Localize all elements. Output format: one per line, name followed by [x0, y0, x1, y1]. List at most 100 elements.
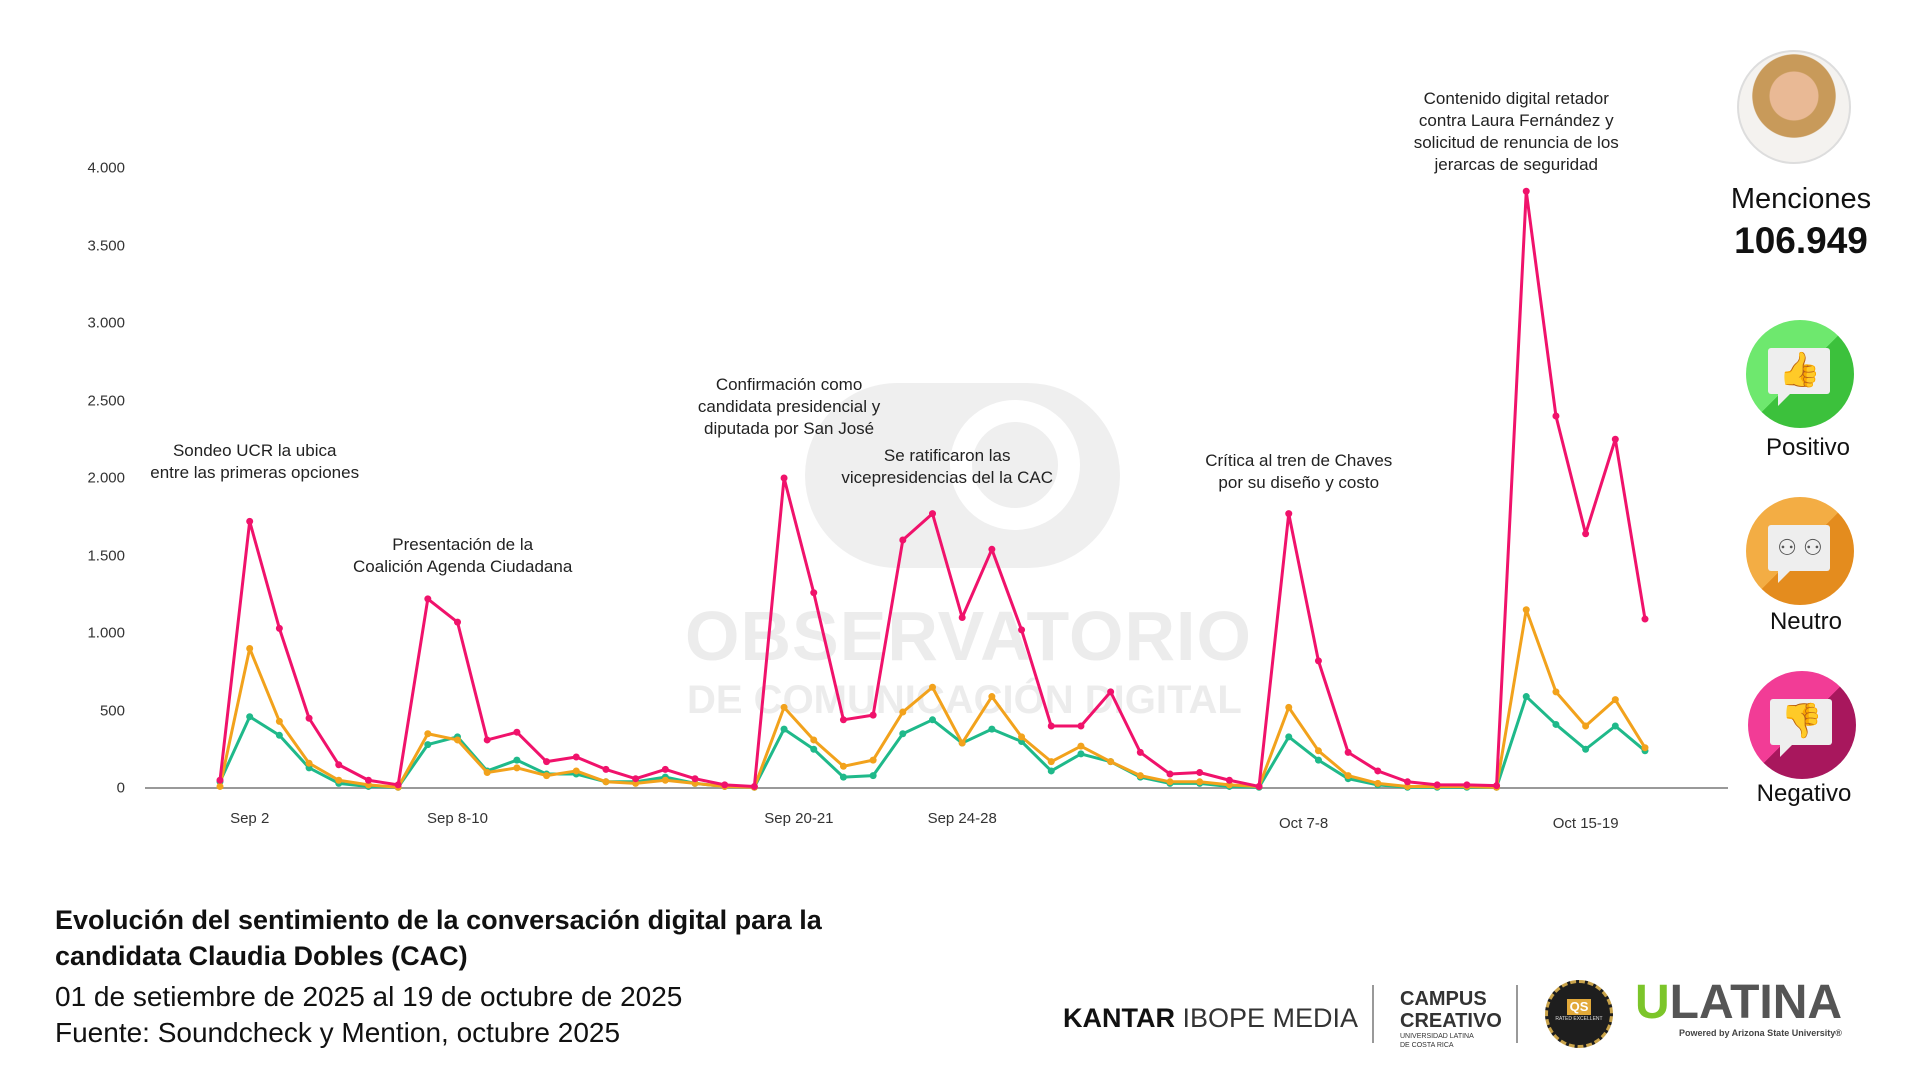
data-point-negativo	[958, 614, 966, 621]
data-point-positivo	[424, 741, 432, 749]
data-point-negativo	[305, 714, 313, 722]
data-point-positivo	[839, 773, 847, 781]
event-annotation: Confirmación como candidata presidencial …	[698, 374, 880, 440]
annotation-line: entre las primeras opciones	[150, 463, 360, 482]
data-point-negativo	[839, 716, 847, 724]
data-point-neutro	[1018, 733, 1026, 741]
data-point-neutro	[1552, 688, 1560, 696]
data-point-negativo	[454, 618, 461, 626]
data-point-neutro	[1582, 722, 1590, 730]
data-point-positivo	[988, 725, 996, 733]
y-tick-label: 1.000	[87, 624, 125, 642]
event-annotation: Sondeo UCR la ubica entre las primeras op…	[150, 440, 359, 484]
watermark-subtitle: DE COMUNICACIÓN DIGITAL	[687, 678, 1242, 722]
legend-neutral: Neutro	[1769, 608, 1843, 635]
y-tick-label: 3.000	[87, 314, 125, 332]
data-point-neutro	[1047, 758, 1055, 766]
series-line-positivo	[218, 695, 1646, 789]
data-point-negativo	[1344, 748, 1352, 756]
data-point-positivo	[1522, 693, 1530, 701]
campus-sub1: UNIVERSIDAD LATINA	[1400, 1033, 1474, 1040]
data-point-negativo	[246, 517, 254, 525]
mentions-label: Menciones	[1730, 183, 1872, 215]
data-point-neutro	[424, 730, 432, 738]
data-point-negativo	[1047, 722, 1055, 730]
data-point-neutro	[454, 736, 461, 744]
data-point-negativo	[1018, 626, 1026, 634]
data-point-negativo	[661, 765, 669, 773]
data-point-neutro	[929, 683, 936, 691]
data-point-negativo	[1255, 782, 1263, 790]
annotation-line: jerarcas de seguridad	[1434, 155, 1598, 174]
data-point-negativo	[543, 758, 551, 766]
data-point-negativo	[1641, 615, 1649, 623]
data-point-neutro	[305, 759, 313, 767]
watermark-title: OBSERVATORIO	[685, 597, 1252, 675]
campus-creativo-logo: CAMPUS CREATIVO UNIVERSIDAD LATINA DE CO…	[1400, 988, 1502, 1050]
data-point-neutro	[1611, 696, 1619, 704]
annotation-line: diputada por San José	[704, 419, 875, 438]
data-point-neutro	[543, 772, 551, 780]
data-point-neutro	[1136, 772, 1144, 780]
data-point-neutro	[839, 762, 847, 770]
qs-rated: RATED EXCELLENT	[1555, 1016, 1603, 1022]
data-point-negativo	[869, 711, 877, 719]
positive-sentiment-icon: 👍	[1746, 320, 1854, 428]
data-point-positivo	[1285, 733, 1293, 741]
data-point-neutro	[988, 693, 996, 701]
data-point-negativo	[483, 736, 491, 744]
annotation-line: Se ratificaron las	[883, 446, 1011, 465]
data-point-neutro	[1166, 778, 1174, 786]
data-point-positivo	[780, 725, 788, 733]
data-point-neutro	[1107, 758, 1115, 766]
annotation-line: Confirmación como	[715, 375, 863, 394]
data-point-negativo	[335, 761, 343, 769]
annotation-line: Crítica al tren de Chaves	[1205, 451, 1393, 470]
data-point-neutro	[483, 769, 491, 776]
data-point-neutro	[1077, 742, 1085, 750]
data-point-negativo	[899, 536, 907, 544]
data-point-negativo	[810, 589, 818, 597]
data-point-neutro	[1374, 779, 1382, 787]
data-point-neutro	[958, 739, 966, 747]
data-point-neutro	[780, 703, 788, 711]
source: Fuente: Soundcheck y Mention, octubre 20…	[55, 1017, 621, 1048]
data-point-negativo	[721, 781, 729, 789]
data-point-negativo	[988, 545, 996, 553]
data-point-negativo	[1493, 782, 1501, 790]
date-range: 01 de setiembre de 2025 al 19 de octubre…	[55, 981, 683, 1012]
annotation-line: Presentación de la	[392, 535, 534, 554]
annotation-line: candidata presidencial y	[697, 397, 881, 416]
data-point-negativo	[1136, 748, 1144, 756]
data-point-positivo	[1582, 745, 1590, 753]
y-tick-label: 1.500	[87, 547, 125, 564]
divider	[1372, 985, 1374, 1043]
qs-badge: QS RATED EXCELLENT	[1545, 980, 1613, 1048]
x-tick-label: Oct 15-19	[1552, 815, 1619, 832]
annotation-line: solicitud de renuncia de los	[1413, 133, 1619, 152]
x-tick-label: Sep 2	[230, 810, 270, 827]
data-point-negativo	[750, 782, 758, 790]
data-point-negativo	[1463, 781, 1471, 789]
x-tick-label: Sep 24-28	[927, 810, 997, 827]
data-point-negativo	[1225, 776, 1233, 784]
kantar-light: IBOPE MEDIA	[1182, 1003, 1359, 1033]
data-point-neutro	[1641, 744, 1649, 752]
title-line-1: Evolución del sentimiento de la conversa…	[55, 905, 822, 935]
divider	[1516, 985, 1518, 1043]
data-point-negativo	[1314, 657, 1322, 665]
data-point-positivo	[1314, 756, 1322, 764]
data-point-positivo	[1611, 722, 1619, 730]
data-point-neutro	[899, 708, 907, 716]
data-point-positivo	[1077, 750, 1085, 758]
campus-text: CAMPUS	[1400, 988, 1487, 1010]
data-point-negativo	[1522, 187, 1530, 195]
data-point-positivo	[246, 713, 254, 721]
x-tick-label: Oct 7-8	[1279, 815, 1329, 832]
kantar-logo: KANTAR IBOPE MEDIA	[1063, 1003, 1358, 1034]
mentions-value: 106.949	[1734, 220, 1868, 261]
data-point-negativo	[632, 775, 640, 783]
data-point-negativo	[1166, 770, 1174, 778]
data-point-negativo	[1552, 412, 1560, 420]
